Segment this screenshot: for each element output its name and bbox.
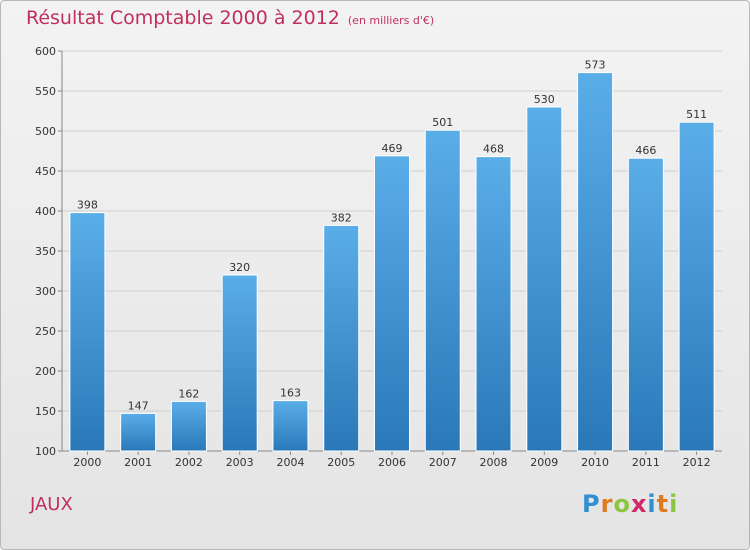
ytick-label-600: 600 (35, 45, 56, 58)
logo-letter: i (669, 490, 679, 518)
bar-2008[interactable] (475, 156, 512, 452)
bar-2003[interactable] (221, 274, 258, 452)
ytick-label-350: 350 (35, 245, 56, 258)
value-labels: 398 147 162 320 163 382 469 501 468 530 573 466 511 (77, 59, 707, 413)
proxiti-logo[interactable]: Proxiti (582, 490, 678, 518)
bar-2001[interactable] (120, 412, 157, 452)
bar-2005[interactable] (323, 224, 360, 452)
bar-2000[interactable] (69, 212, 106, 452)
xtick-label-2000: 2000 (73, 456, 101, 469)
value-label-2002: 162 (178, 387, 199, 400)
bars (69, 72, 715, 452)
bar-2010[interactable] (577, 72, 614, 452)
value-label-2003: 320 (229, 261, 250, 274)
xtick-label-2008: 2008 (480, 456, 508, 469)
bar-2004[interactable] (272, 400, 309, 452)
value-label-2008: 468 (483, 143, 504, 156)
title-unit: (en milliers d'€) (347, 14, 435, 27)
ytick-label-400: 400 (35, 205, 56, 218)
bar-2002[interactable] (170, 400, 207, 452)
value-label-2004: 163 (280, 387, 301, 400)
bar-2006[interactable] (374, 155, 410, 452)
ytick-label-150: 150 (35, 405, 56, 418)
bar-2009[interactable] (526, 106, 563, 452)
logo-letter: r (600, 490, 614, 518)
bar-2012[interactable] (678, 121, 715, 452)
value-label-2007: 501 (432, 116, 453, 129)
xtick-label-2011: 2011 (632, 456, 660, 469)
value-label-2010: 573 (585, 59, 606, 72)
xtick-label-2003: 2003 (226, 456, 254, 469)
bar-2007[interactable] (424, 129, 461, 452)
value-label-2001: 147 (128, 399, 149, 412)
xtick-label-2005: 2005 (327, 456, 355, 469)
xtick-label-2004: 2004 (276, 456, 304, 469)
xtick-label-2009: 2009 (530, 456, 558, 469)
logo-letter: o (613, 490, 631, 518)
logo-letter: i (647, 490, 657, 518)
xtick-label-2010: 2010 (581, 456, 609, 469)
xtick-label-2007: 2007 (429, 456, 457, 469)
ytick-label-450: 450 (35, 165, 56, 178)
logo-letter: P (582, 490, 601, 518)
value-label-2011: 466 (635, 144, 656, 157)
value-label-2005: 382 (331, 211, 352, 224)
title-text: Résultat Comptable 2000 à 2012 (26, 7, 340, 29)
xtick-label-2002: 2002 (175, 456, 203, 469)
xtick-label-2006: 2006 (378, 456, 406, 469)
xtick-label-2001: 2001 (124, 456, 152, 469)
value-label-2009: 530 (534, 93, 555, 106)
ytick-label-200: 200 (35, 365, 56, 378)
ytick-label-300: 300 (35, 285, 56, 298)
place-name: JAUX (30, 494, 73, 515)
logo-letter: t (656, 490, 670, 518)
ytick-label-550: 550 (35, 85, 56, 98)
xtick-label-2012: 2012 (683, 456, 711, 469)
ytick-label-500: 500 (35, 125, 56, 138)
ytick-label-250: 250 (35, 325, 56, 338)
value-label-2000: 398 (77, 199, 98, 212)
ytick-label-100: 100 (35, 445, 56, 458)
logo-letter: x (630, 490, 648, 518)
chart-title: Résultat Comptable 2000 à 2012 (en millie… (26, 7, 434, 29)
value-label-2012: 511 (686, 108, 707, 121)
bar-2011[interactable] (627, 157, 664, 452)
value-label-2006: 469 (382, 142, 403, 155)
